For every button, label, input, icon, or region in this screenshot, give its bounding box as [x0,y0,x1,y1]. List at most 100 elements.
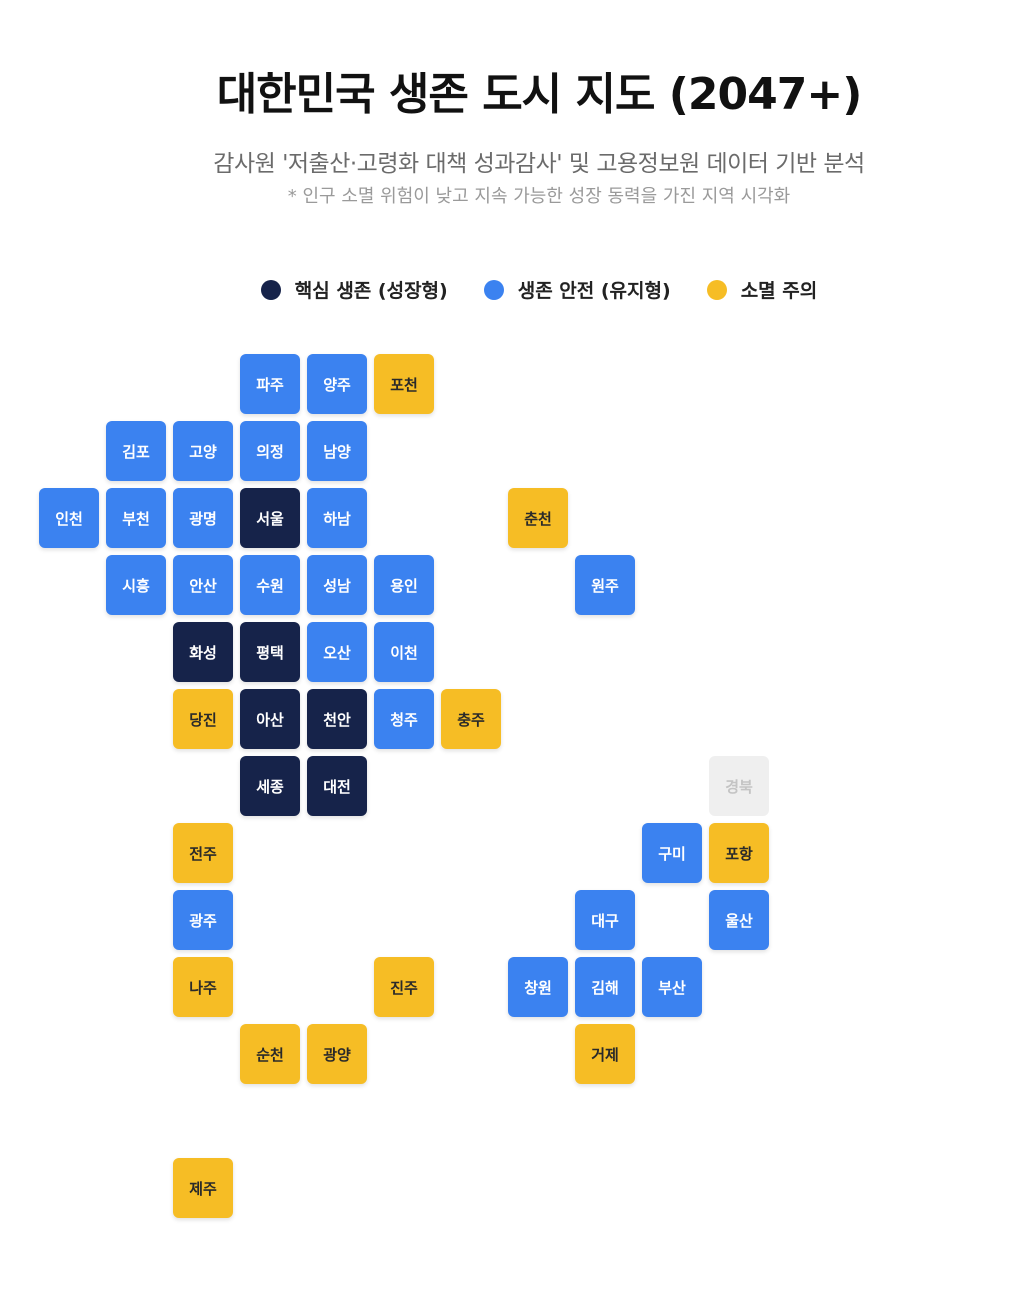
tile-label: 거제 [591,1045,619,1064]
tile-label: 대구 [591,911,619,930]
map-tile: 포항 [709,823,769,883]
map-tile: 세종 [240,756,300,816]
subtitle: 감사원 '저출산·고령화 대책 성과감사' 및 고용정보원 데이터 기반 분석 [213,151,865,177]
map-tile: 제주 [173,1158,233,1218]
tile-label: 전주 [189,844,217,863]
map-tile: 파주 [240,354,300,414]
tile-label: 포항 [725,844,753,863]
map-tile: 양주 [307,354,367,414]
map-tile: 천안 [307,689,367,749]
map-tile: 서울 [240,488,300,548]
legend: 핵심 생존 (성장형) 생존 안전 (유지형) 소멸 주의 [0,276,1031,303]
map-tile: 아산 [240,689,300,749]
map-tile: 나주 [173,957,233,1017]
tile-label: 인천 [55,509,83,528]
tile-label: 남양 [323,442,351,461]
map-tile: 용인 [374,555,434,615]
tile-label: 수원 [256,576,284,595]
tile-label: 양주 [323,375,351,394]
map-tile: 구미 [642,823,702,883]
tile-label: 청주 [390,710,418,729]
tile-label: 오산 [323,643,351,662]
map-tile: 화성 [173,622,233,682]
legend-dot-warn-icon [706,279,727,300]
map-tile: 광주 [173,890,233,950]
tile-label: 충주 [457,710,485,729]
map-tile: 진주 [374,957,434,1017]
legend-dot-safe-icon [483,279,504,300]
tile-label: 춘천 [524,509,552,528]
map-tile: 청주 [374,689,434,749]
tile-label: 부산 [658,978,686,997]
map-tile: 부산 [642,957,702,1017]
map-tile: 당진 [173,689,233,749]
map-tile: 울산 [709,890,769,950]
map-tile: 광명 [173,488,233,548]
tile-label: 서울 [256,509,284,528]
tile-label: 파주 [256,375,284,394]
tile-label: 광주 [189,911,217,930]
legend-label: 핵심 생존 (성장형) [294,280,448,302]
legend-item-safe: 생존 안전 (유지형) [483,276,671,303]
map-tile: 광양 [307,1024,367,1084]
map-tile: 평택 [240,622,300,682]
tile-label: 울산 [725,911,753,930]
legend-label: 소멸 주의 [740,280,818,302]
legend-label: 생존 안전 (유지형) [517,280,671,302]
tile-label: 대전 [323,777,351,796]
tile-label: 아산 [256,710,284,729]
map-tile: 의정 [240,421,300,481]
map-tile: 원주 [575,555,635,615]
map-tile: 김해 [575,957,635,1017]
tile-label: 김포 [122,442,150,461]
map-tile: 경북 [709,756,769,816]
map-tile: 인천 [39,488,99,548]
map-tile: 시흥 [106,555,166,615]
tile-label: 하남 [323,509,351,528]
tile-label: 천안 [323,710,351,729]
tile-label: 경북 [725,777,753,796]
map-tile: 이천 [374,622,434,682]
tile-label: 시흥 [122,576,150,595]
tile-label: 성남 [323,576,351,595]
map-tile: 남양 [307,421,367,481]
tile-label: 순천 [256,1045,284,1064]
map-tile: 안산 [173,555,233,615]
map-tile: 부천 [106,488,166,548]
tile-label: 용인 [390,576,418,595]
tile-label: 광양 [323,1045,351,1064]
tile-label: 진주 [390,978,418,997]
legend-dot-core-icon [260,279,281,300]
tile-label: 나주 [189,978,217,997]
tile-label: 평택 [256,643,284,662]
map-tile: 고양 [173,421,233,481]
tile-label: 당진 [189,710,217,729]
tile-label: 의정 [256,442,284,461]
map-tile: 전주 [173,823,233,883]
legend-item-core: 핵심 생존 (성장형) [260,276,448,303]
map-tile: 포천 [374,354,434,414]
map-tile: 수원 [240,555,300,615]
tile-label: 광명 [189,509,217,528]
map-tile: 충주 [441,689,501,749]
tile-label: 김해 [591,978,619,997]
tile-label: 고양 [189,442,217,461]
map-tile: 거제 [575,1024,635,1084]
map-tile: 김포 [106,421,166,481]
tile-label: 원주 [591,576,619,595]
tile-label: 안산 [189,576,217,595]
map-tile: 춘천 [508,488,568,548]
map-tile: 오산 [307,622,367,682]
map-tile: 대전 [307,756,367,816]
tile-label: 화성 [189,643,217,662]
map-tile: 순천 [240,1024,300,1084]
tile-label: 이천 [390,643,418,662]
tile-label: 포천 [390,375,418,394]
map-tile: 대구 [575,890,635,950]
map-tile: 창원 [508,957,568,1017]
footnote: * 인구 소멸 위험이 낮고 지속 가능한 성장 동력을 가진 지역 시각화 [287,186,791,207]
page-title: 대한민국 생존 도시 지도 (2047+) [216,69,863,120]
legend-item-warn: 소멸 주의 [706,276,818,303]
tile-label: 구미 [658,844,686,863]
map-tile: 하남 [307,488,367,548]
